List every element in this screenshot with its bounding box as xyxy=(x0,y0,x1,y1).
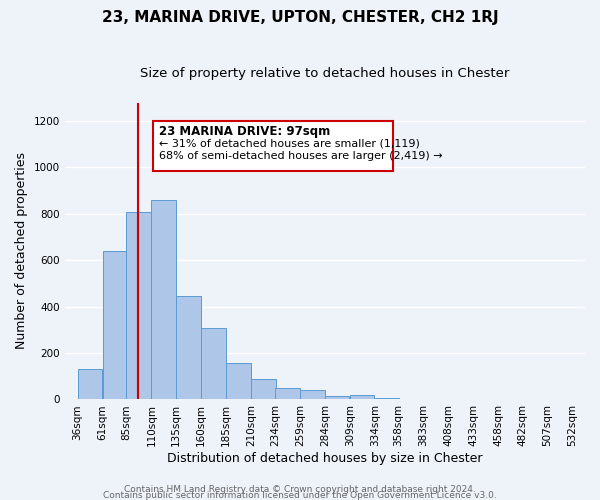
Text: 23 MARINA DRIVE: 97sqm: 23 MARINA DRIVE: 97sqm xyxy=(160,124,331,138)
Text: Contains public sector information licensed under the Open Government Licence v3: Contains public sector information licen… xyxy=(103,490,497,500)
Bar xyxy=(77,370,102,400)
Y-axis label: Number of detached properties: Number of detached properties xyxy=(15,152,28,350)
Text: 68% of semi-detached houses are larger (2,419) →: 68% of semi-detached houses are larger (… xyxy=(160,151,443,161)
Bar xyxy=(201,328,226,400)
Bar xyxy=(176,296,201,400)
Bar xyxy=(151,200,176,400)
X-axis label: Distribution of detached houses by size in Chester: Distribution of detached houses by size … xyxy=(167,452,482,465)
Bar xyxy=(374,398,399,400)
Bar xyxy=(325,396,349,400)
Text: ← 31% of detached houses are smaller (1,119): ← 31% of detached houses are smaller (1,… xyxy=(160,138,420,148)
Bar xyxy=(398,399,423,400)
Bar xyxy=(300,390,325,400)
Text: 23, MARINA DRIVE, UPTON, CHESTER, CH2 1RJ: 23, MARINA DRIVE, UPTON, CHESTER, CH2 1R… xyxy=(101,10,499,25)
Bar xyxy=(350,395,374,400)
FancyBboxPatch shape xyxy=(154,121,392,171)
Title: Size of property relative to detached houses in Chester: Size of property relative to detached ho… xyxy=(140,68,509,80)
Text: Contains HM Land Registry data © Crown copyright and database right 2024.: Contains HM Land Registry data © Crown c… xyxy=(124,484,476,494)
Bar xyxy=(226,364,251,400)
Bar xyxy=(127,212,151,400)
Bar xyxy=(103,251,127,400)
Bar xyxy=(275,388,299,400)
Bar xyxy=(251,378,275,400)
